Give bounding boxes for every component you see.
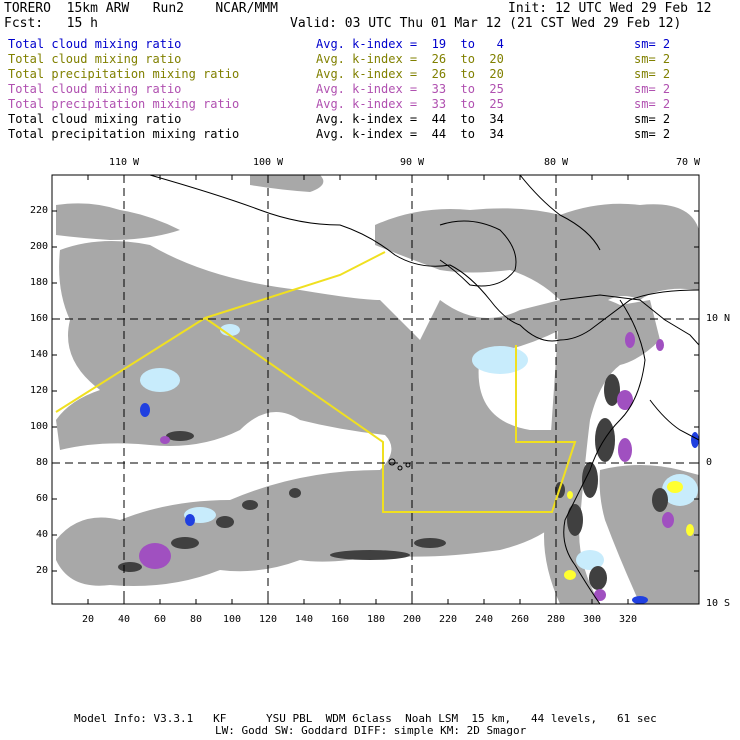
coastline [149,175,699,604]
x-tick-label: 100 [222,614,242,625]
model-info: Model Info: V3.3.1 KF YSU PBL WDM 6class… [74,712,657,725]
legend-sm: sm= 2 [634,52,671,66]
lon-label: 100 W [252,157,284,168]
legend-index: Avg. k-index = 26 to 20 [316,52,504,66]
purple-patches [139,332,674,601]
x-tick-label: 20 [81,614,95,625]
lon-label: 80 W [543,157,569,168]
lon-label: 90 W [399,157,425,168]
y-tick-label: 80 [35,457,48,468]
physics-info: LW: Godd SW: Goddard DIFF: simple KM: 2D… [215,724,527,737]
legend-field: Total cloud mixing ratio [8,52,182,66]
legend-field: Total cloud mixing ratio [8,37,182,51]
lon-label: 70 W [675,157,701,168]
y-tick-label: 60 [35,493,48,504]
legend-sm: sm= 2 [634,127,671,141]
legend-field: Total cloud mixing ratio [8,112,182,126]
legend-field: Total precipitation mixing ratio [8,97,240,111]
legend-sm: sm= 2 [634,37,671,51]
legend-field: Total cloud mixing ratio [8,82,182,96]
x-tick-label: 300 [582,614,602,625]
y-tick-label: 100 [29,421,48,432]
legend-index: Avg. k-index = 26 to 20 [316,67,504,81]
lat-label: 0 [706,457,713,468]
y-tick-label: 220 [29,205,48,216]
y-tick-label: 140 [29,349,48,360]
lat-lon-grid [52,175,699,604]
model-title: TORERO 15km ARW Run2 NCAR/MMM [4,1,278,16]
legend-field: Total precipitation mixing ratio [8,67,240,81]
y-tick-label: 40 [35,529,48,540]
forecast-hour: Fcst: 15 h [4,16,98,31]
y-tick-label: 20 [35,565,48,576]
x-tick-label: 220 [438,614,458,625]
x-tick-label: 120 [258,614,278,625]
x-tick-label: 200 [402,614,422,625]
x-tick-label: 180 [366,614,386,625]
legend-sm: sm= 2 [634,67,671,81]
legend-sm: sm= 2 [634,112,671,126]
legend-index: Avg. k-index = 33 to 25 [316,82,504,96]
x-tick-label: 320 [618,614,638,625]
x-tick-label: 80 [189,614,203,625]
valid-time: Valid: 03 UTC Thu 01 Mar 12 (21 CST Wed … [290,16,682,31]
legend-index: Avg. k-index = 33 to 25 [316,97,504,111]
y-tick-label: 120 [29,385,48,396]
domain-boundary [55,251,577,513]
legend-index: Avg. k-index = 44 to 34 [316,127,504,141]
y-tick-label: 200 [29,241,48,252]
x-tick-label: 140 [294,614,314,625]
x-tick-label: 240 [474,614,494,625]
cloud-mixing-field [56,175,699,604]
axis-ticks [52,175,699,604]
x-tick-label: 60 [153,614,167,625]
lon-label: 110 W [108,157,140,168]
lat-label: 10 N [706,313,731,324]
y-tick-label: 160 [29,313,48,324]
x-tick-label: 160 [330,614,350,625]
legend-index: Avg. k-index = 44 to 34 [316,112,504,126]
lat-label: 10 S [706,598,731,609]
legend-sm: sm= 2 [634,82,671,96]
legend-index: Avg. k-index = 19 to 4 [316,37,504,51]
x-tick-label: 280 [546,614,566,625]
x-tick-label: 40 [117,614,131,625]
legend-sm: sm= 2 [634,97,671,111]
x-tick-label: 260 [510,614,530,625]
init-time: Init: 12 UTC Wed 29 Feb 12 [508,1,712,16]
high-value-patches [140,403,699,604]
precipitation-cells [118,374,668,590]
legend-field: Total precipitation mixing ratio [8,127,240,141]
y-tick-label: 180 [29,277,48,288]
